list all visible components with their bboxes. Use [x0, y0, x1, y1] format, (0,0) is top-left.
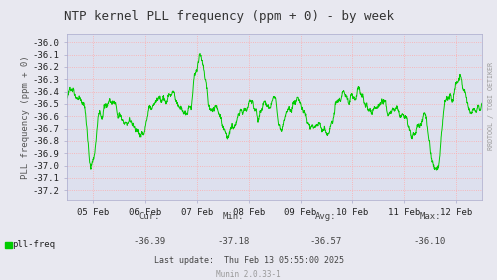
Text: -36.10: -36.10 [414, 237, 446, 246]
Text: -37.18: -37.18 [218, 237, 249, 246]
Text: Munin 2.0.33-1: Munin 2.0.33-1 [216, 270, 281, 279]
Text: Last update:  Thu Feb 13 05:55:00 2025: Last update: Thu Feb 13 05:55:00 2025 [154, 256, 343, 265]
Text: Min:: Min: [223, 212, 245, 221]
Text: Max:: Max: [419, 212, 441, 221]
Text: Cur:: Cur: [138, 212, 160, 221]
Text: RRDTOOL / TOBI OETIKER: RRDTOOL / TOBI OETIKER [488, 62, 494, 150]
Text: Avg:: Avg: [315, 212, 336, 221]
Text: pll-freq: pll-freq [12, 240, 56, 249]
Text: -36.57: -36.57 [310, 237, 341, 246]
Y-axis label: PLL frequency (ppm + 0): PLL frequency (ppm + 0) [21, 55, 30, 179]
Text: -36.39: -36.39 [133, 237, 165, 246]
Text: NTP kernel PLL frequency (ppm + 0) - by week: NTP kernel PLL frequency (ppm + 0) - by … [64, 10, 394, 23]
